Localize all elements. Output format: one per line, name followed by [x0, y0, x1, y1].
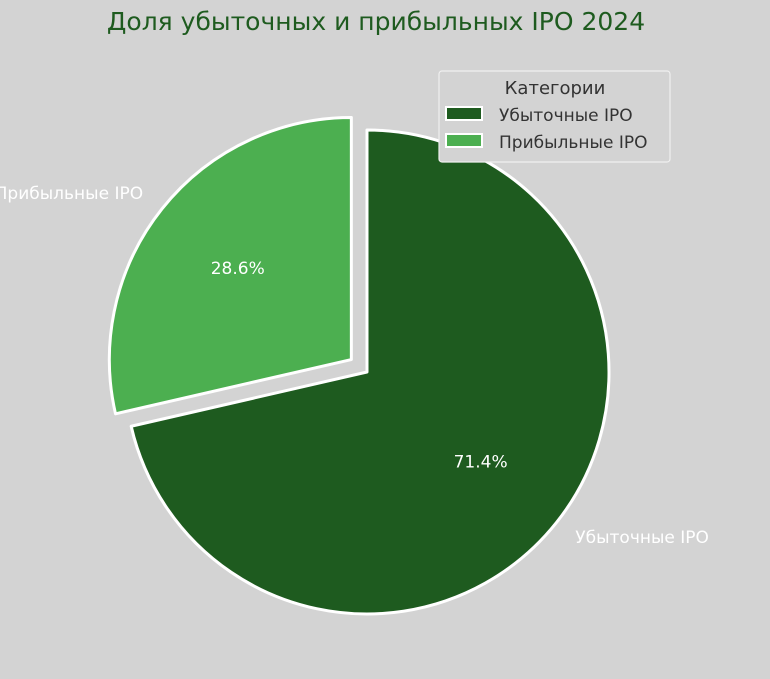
chart-title: Доля убыточных и прибыльных IPO 2024: [107, 7, 645, 36]
pie-labels: 71.4% Убыточные IPO 28.6% Прибыльные IPO: [0, 184, 709, 548]
legend-entry-label: Прибыльные IPO: [499, 133, 647, 153]
legend-swatch: [445, 106, 483, 121]
legend-title: Категории: [505, 78, 606, 99]
slice-percent-label: 28.6%: [211, 259, 265, 279]
pie-slice-profit: [107, 116, 353, 416]
chart-legend: Категории Убыточные IPO Прибыльные IPO: [438, 70, 671, 163]
legend-swatch: [445, 133, 483, 148]
legend-frame: [438, 70, 671, 163]
legend-entry-label: Убыточные IPO: [499, 106, 633, 126]
pie-slice-loss: [129, 128, 611, 616]
slice-category-label: Убыточные IPO: [575, 528, 709, 548]
slice-category-label: Прибыльные IPO: [0, 184, 143, 204]
pie-slices: [107, 116, 611, 616]
slice-percent-label: 71.4%: [454, 452, 508, 472]
